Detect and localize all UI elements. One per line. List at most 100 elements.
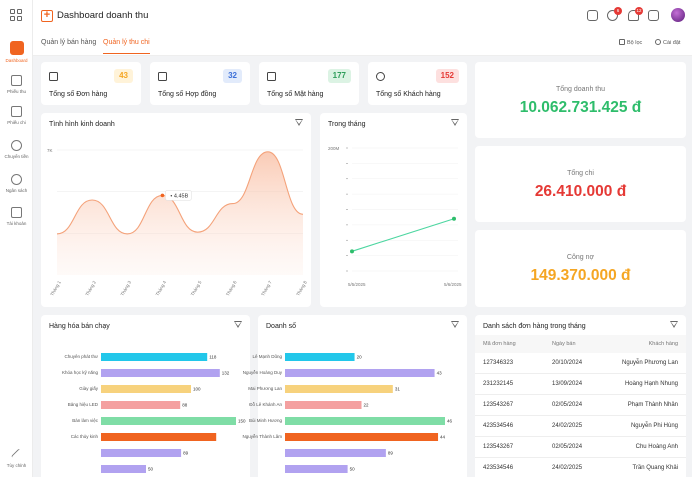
data-label: 89 <box>388 451 394 456</box>
sidebar-item-transfer[interactable]: Chuyển tiền <box>0 140 33 159</box>
total-label: Tổng chi <box>567 170 594 177</box>
business-chart-panel: Tình hình kinh doanh 7K Tháng 1 Tháng 2 Thá… <box>41 113 311 307</box>
bar <box>285 433 439 441</box>
filter-button[interactable]: Bộ lọc <box>619 39 642 46</box>
data-label: 132 <box>222 371 230 376</box>
category-label: Các thủy kinh <box>71 433 99 439</box>
panel-title: Doanh số <box>266 323 296 330</box>
sidebar-item-label: Phiếu thu <box>6 89 26 94</box>
table-row[interactable]: 423534546 24/02/2025 Nguyễn Phi Hùng <box>475 416 686 437</box>
total-label: Tổng doanh thu <box>555 86 606 93</box>
panel-title: Trong tháng <box>328 121 366 128</box>
settings-button[interactable]: Cài đặt <box>655 39 680 46</box>
y-tick-label: 7K <box>47 148 53 153</box>
panel-title: Danh sách đơn hàng trong tháng <box>483 323 586 330</box>
sales-chart-panel: Doanh số Lê Mạnh Dũng 20 Nguyễn Hoàng Duy 4… <box>243 315 467 477</box>
data-label: 43 <box>437 371 443 376</box>
data-label: 22 <box>364 403 370 408</box>
tooltip-label: • 4.45B <box>170 193 188 199</box>
data-label: 46 <box>447 419 453 424</box>
data-label: 44 <box>440 435 446 440</box>
table-cell: Chu Hoàng Anh <box>635 444 678 450</box>
table-row[interactable]: 231232145 13/09/2024 Hoàng Hạnh Nhung <box>475 374 686 395</box>
wand-icon <box>10 448 23 461</box>
category-label: Khóa học kỹ năng <box>62 370 99 375</box>
filter-icon <box>619 39 625 45</box>
category-label: Nguyễn Thành Lâm <box>243 433 283 439</box>
home-icon[interactable] <box>648 10 659 21</box>
table-row[interactable]: 123543267 02/05/2024 Chu Hoàng Anh <box>475 437 686 458</box>
x-tick-label: Tháng 4 <box>155 280 168 297</box>
table-cell: 24/02/2025 <box>552 423 583 429</box>
bar <box>285 465 348 473</box>
table-row[interactable]: 423534546 24/02/2025 Trần Quang Khải <box>475 458 686 477</box>
orders-panel: Danh sách đơn hàng trong tháng Mã đơn hà… <box>475 315 686 477</box>
category-label: Giày giấy <box>79 386 99 391</box>
series-line <box>56 151 304 235</box>
add-logo-icon: + <box>41 10 53 22</box>
data-label: 89 <box>183 451 189 456</box>
stat-card-orders[interactable]: 43 Tổng số Đơn hàng <box>41 62 141 105</box>
message-icon[interactable]: 6 <box>607 7 622 21</box>
total-value: 26.410.000 đ <box>534 183 627 200</box>
filter-icon[interactable] <box>451 321 459 328</box>
bell-icon[interactable]: 12 <box>628 7 643 21</box>
bookmark-icon[interactable] <box>587 10 598 21</box>
category-label: Đỗ Lê Khánh An <box>249 401 282 407</box>
category-label: Mai Phương Lan <box>248 386 282 391</box>
sidebar-item-accounts[interactable]: Tài khoản <box>0 207 33 226</box>
table-cell: 13/09/2024 <box>552 381 583 387</box>
data-label: 50 <box>148 467 154 472</box>
category-label: Bảng hiệu LED <box>68 402 99 407</box>
total-label: Công nợ <box>566 254 595 261</box>
table-cell: 02/05/2024 <box>552 444 583 450</box>
table-cell: 127346323 <box>483 360 514 366</box>
filter-icon[interactable] <box>451 119 459 126</box>
table-cell: 123543267 <box>483 402 514 408</box>
panel-title: Hàng hóa bán chạy <box>49 323 110 330</box>
tab-sales-management[interactable]: Quản lý bán hàng <box>41 39 97 46</box>
sidebar-item-receipts[interactable]: Phiếu thu <box>0 75 33 94</box>
bar <box>101 369 220 377</box>
tooltip-box <box>165 190 192 201</box>
table-header: Mã đơn hàng Ngày bán Khách hàng <box>475 335 686 353</box>
y-tick-label: 200M <box>328 146 340 151</box>
month-line-chart: 200M 5/5/2025 5/6/2025 <box>328 146 462 287</box>
table-row[interactable]: 127346323 20/10/2024 Nguyễn Phương Lan <box>475 353 686 374</box>
filter-icon[interactable] <box>295 119 303 126</box>
category-label: Nguyễn Hoàng Duy <box>243 369 283 375</box>
total-expense-card: Tổng chi 26.410.000 đ <box>475 146 686 222</box>
column-header: Ngày bán <box>552 341 576 347</box>
stat-card-products[interactable]: 177 Tổng số Mặt hàng <box>259 62 359 105</box>
bar <box>101 385 191 393</box>
filter-icon[interactable] <box>234 321 242 328</box>
debt-card: Công nợ 149.370.000 đ <box>475 230 686 307</box>
apps-grid-icon[interactable] <box>10 9 22 21</box>
gear-icon <box>655 39 661 45</box>
stat-card-contracts[interactable]: 32 Tổng số Hợp đồng <box>150 62 250 105</box>
dashboard-icon <box>9 41 24 55</box>
table-row[interactable]: 123543267 02/05/2024 Phạm Thành Nhân <box>475 395 686 416</box>
stat-value: 152 <box>435 69 459 83</box>
avatar[interactable] <box>671 8 685 22</box>
sidebar-item-payments[interactable]: Phiếu chi <box>0 106 33 125</box>
category-label: Lê Mạnh Dũng <box>252 354 282 359</box>
sidebar-item-dashboard[interactable]: Dashboard <box>0 41 33 63</box>
sidebar-item-label: Tùy chỉnh <box>6 463 27 468</box>
x-tick-label: Tháng 8 <box>295 280 308 297</box>
wallet-icon <box>11 207 22 218</box>
stat-label: Tổng số Mặt hàng <box>267 91 324 98</box>
table-cell: 02/05/2024 <box>552 402 583 408</box>
total-value: 149.370.000 đ <box>530 267 631 284</box>
column-header: Mã đơn hàng <box>483 341 516 347</box>
stat-card-customers[interactable]: 152 Tổng số Khách hàng <box>368 62 467 105</box>
bar <box>285 401 362 409</box>
sidebar-item-budget[interactable]: Ngân sách <box>0 174 33 193</box>
x-tick-label: Tháng 1 <box>49 280 62 297</box>
data-point <box>160 193 165 198</box>
data-label: 20 <box>357 355 363 360</box>
sidebar-item-customize[interactable]: Tùy chỉnh <box>0 448 33 468</box>
filter-icon[interactable] <box>670 321 678 328</box>
table-cell: Nguyễn Phương Lan <box>622 360 678 366</box>
tab-finance-management[interactable]: Quản lý thu chi <box>103 39 150 54</box>
